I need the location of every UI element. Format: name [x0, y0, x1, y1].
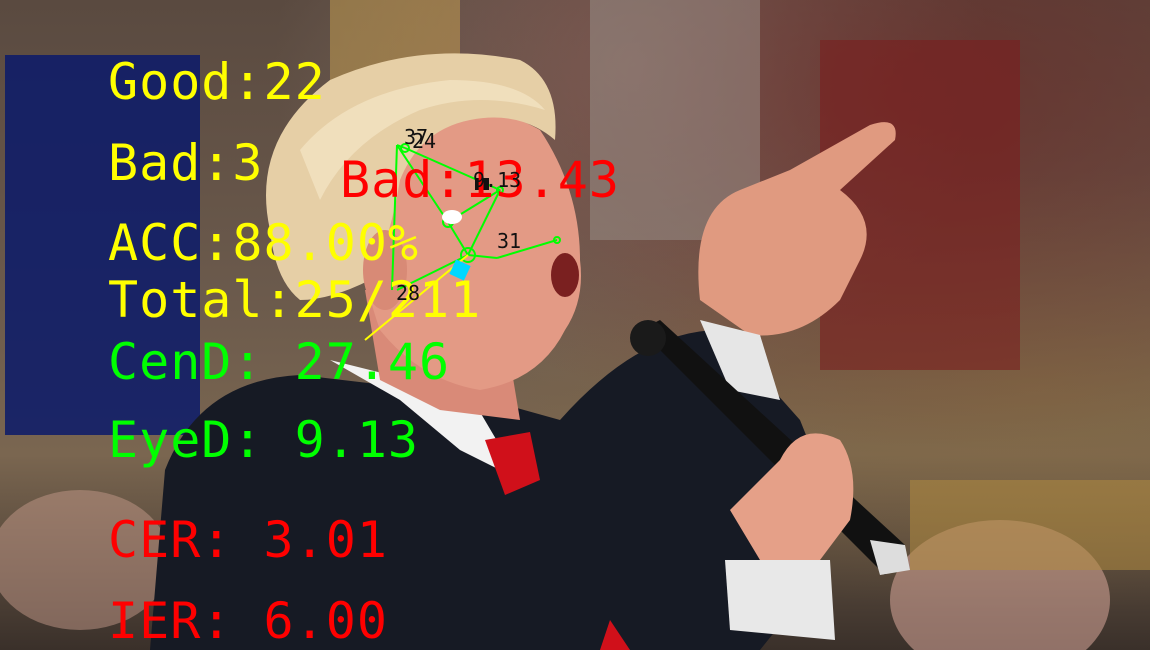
bad-count-label: Bad:3 — [108, 134, 264, 192]
red-tie — [485, 432, 540, 495]
mic-cuff — [725, 560, 835, 640]
good-count-label: Good:22 — [108, 53, 326, 111]
mic-hand — [730, 433, 854, 560]
eyed-metric: EyeD: 9.13 — [108, 411, 420, 469]
shirt-collar — [330, 360, 520, 480]
suit-jacket — [150, 330, 840, 650]
gaze-vector — [364, 254, 469, 341]
cend-metric: CenD: 27.46 — [108, 333, 451, 391]
total-label: Total:25/211 — [108, 271, 482, 329]
audience-head-blur — [0, 490, 170, 630]
face-bad-label: Bad:13.43 — [340, 151, 620, 209]
hair — [266, 53, 556, 301]
landmark-label-eye: 9.13 — [473, 168, 522, 192]
pointing-hand — [698, 122, 896, 336]
eye-marker — [442, 210, 462, 224]
accuracy-label: ACC:88.00% — [108, 214, 420, 272]
landmark-label-28: 28 — [396, 281, 421, 305]
pupil-marker — [449, 259, 471, 281]
ier-metric: IER: 6.00 — [108, 592, 388, 650]
blue-screen-blur — [5, 55, 200, 435]
landmark-label-31: 31 — [497, 229, 522, 253]
landmark-label-37: 37 — [404, 125, 429, 149]
landmark-label-24: 24 — [412, 129, 437, 153]
open-mouth — [551, 253, 579, 297]
cer-metric: CER: 3.01 — [108, 511, 388, 569]
ear — [363, 230, 407, 310]
gold-railing-blur — [910, 480, 1150, 570]
